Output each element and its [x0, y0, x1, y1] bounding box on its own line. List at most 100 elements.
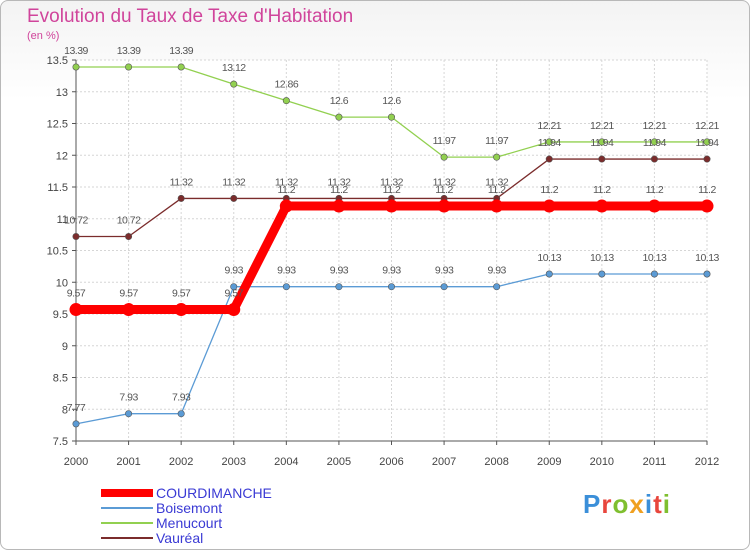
data-point — [282, 97, 290, 105]
data-label: 11.2 — [698, 184, 716, 196]
data-label: 11.94 — [538, 137, 562, 149]
y-tick-label: 8.5 — [53, 373, 68, 385]
x-tick-label: 2004 — [274, 456, 298, 468]
data-point — [595, 199, 609, 213]
data-label: 12.21 — [695, 120, 719, 132]
y-tick-label: 9 — [62, 341, 68, 353]
y-tick-label: 12.5 — [47, 119, 68, 131]
chart-unit-label: (en %) — [27, 30, 60, 42]
data-label: 9.93 — [277, 265, 296, 277]
data-label: 9.93 — [330, 265, 349, 277]
data-label: 11.2 — [330, 184, 348, 196]
legend-label: Vauréal — [156, 530, 204, 546]
legend-swatch — [101, 537, 153, 539]
data-label: 9.93 — [382, 265, 401, 277]
legend-label: Boisemont — [156, 500, 223, 516]
data-label: 11.2 — [488, 184, 506, 196]
data-label: 9.57 — [172, 288, 191, 300]
data-point — [440, 283, 448, 291]
legend-swatch — [101, 489, 153, 497]
x-tick-label: 2002 — [169, 456, 193, 468]
data-label: 11.32 — [485, 176, 509, 188]
data-label: 11.94 — [590, 137, 614, 149]
data-point — [332, 199, 346, 213]
data-point — [703, 138, 711, 146]
data-label: 11.97 — [433, 135, 457, 147]
data-point — [69, 303, 83, 317]
data-point — [598, 270, 606, 278]
proxiti-logo: Proxiti — [583, 489, 671, 519]
data-point — [72, 63, 80, 71]
data-point — [177, 194, 185, 202]
data-point — [335, 283, 343, 291]
data-label: 12.21 — [590, 120, 614, 132]
data-label: 11.2 — [593, 184, 611, 196]
data-point — [700, 199, 714, 213]
x-tick-label: 2006 — [379, 456, 403, 468]
data-point — [122, 303, 136, 317]
data-point — [647, 199, 661, 213]
data-label: 10.72 — [117, 215, 141, 227]
data-point — [545, 138, 553, 146]
data-label: 7.93 — [172, 392, 191, 404]
x-tick-label: 2003 — [222, 456, 246, 468]
data-label: 10.72 — [64, 215, 88, 227]
legend-label: Menucourt — [156, 515, 223, 531]
data-point — [125, 410, 133, 418]
data-label: 11.2 — [435, 184, 453, 196]
x-tick-label: 2005 — [327, 456, 351, 468]
data-point — [598, 138, 606, 146]
y-tick-label: 7.5 — [53, 436, 68, 448]
x-tick-label: 2007 — [432, 456, 456, 468]
data-point — [387, 113, 395, 121]
data-point — [493, 153, 501, 161]
data-label: 9.93 — [435, 265, 454, 277]
data-point — [598, 155, 606, 163]
data-label: 10.13 — [695, 252, 719, 264]
data-label: 12.21 — [643, 120, 667, 132]
x-tick-label: 2012 — [695, 456, 719, 468]
data-point — [703, 270, 711, 278]
data-label: 9.57 — [225, 288, 244, 300]
data-label: 12.6 — [382, 95, 401, 107]
data-point — [545, 270, 553, 278]
legend-label: COURDIMANCHE — [156, 485, 272, 501]
data-label: 11.32 — [275, 176, 299, 188]
y-tick-label: 11 — [57, 214, 68, 226]
data-label: 10.13 — [590, 252, 614, 264]
data-point — [230, 80, 238, 88]
data-point — [174, 303, 188, 317]
data-point — [440, 153, 448, 161]
data-point — [177, 63, 185, 71]
data-label: 11.94 — [696, 137, 720, 149]
y-tick-label: 9.5 — [53, 309, 68, 321]
data-label: 11.32 — [433, 176, 457, 188]
legend-swatch — [101, 522, 153, 524]
data-label: 11.97 — [485, 135, 509, 147]
x-tick-label: 2011 — [643, 456, 667, 468]
data-point — [545, 155, 553, 163]
data-label: 13.39 — [169, 45, 193, 57]
data-point — [437, 199, 451, 213]
x-tick-label: 2010 — [590, 456, 614, 468]
data-label: 11.32 — [170, 176, 194, 188]
data-label: 11.2 — [540, 184, 558, 196]
data-label: 11.2 — [383, 184, 401, 196]
data-label: 9.93 — [487, 265, 506, 277]
data-point — [230, 194, 238, 202]
data-point — [650, 270, 658, 278]
x-tick-label: 2009 — [537, 456, 561, 468]
data-label: 7.77 — [67, 402, 86, 414]
legend-swatch — [101, 507, 153, 509]
data-point — [72, 420, 80, 428]
data-point — [385, 199, 398, 213]
data-point — [230, 283, 238, 291]
y-tick-label: 11.5 — [47, 182, 68, 194]
data-label: 12.21 — [537, 120, 561, 132]
data-point — [493, 283, 501, 291]
data-label: 13.12 — [222, 62, 246, 74]
x-tick-label: 2008 — [484, 456, 508, 468]
data-label: 9.93 — [225, 265, 244, 277]
data-point — [125, 63, 133, 71]
